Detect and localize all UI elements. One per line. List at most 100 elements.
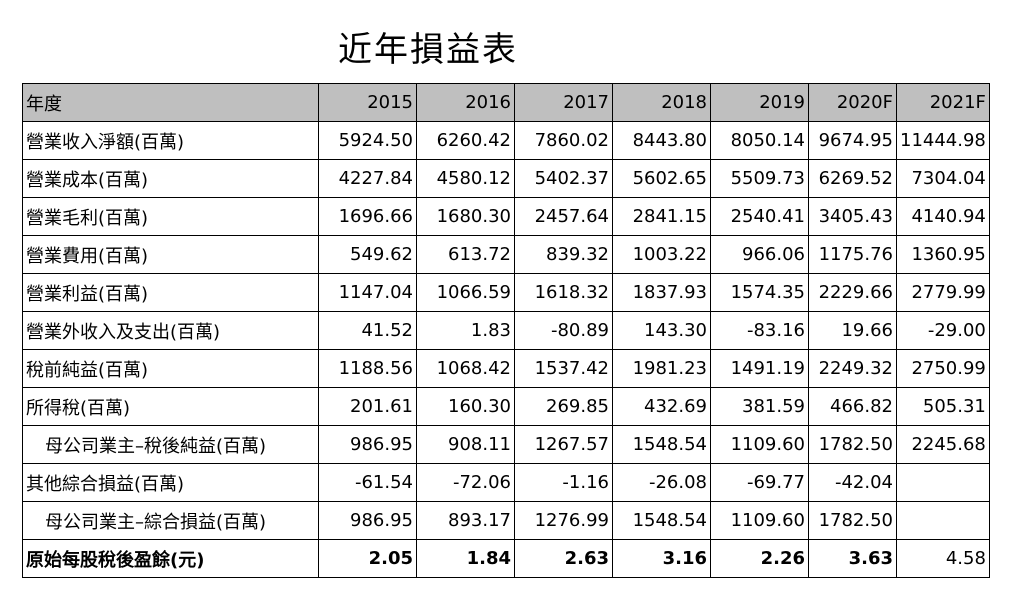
table-cell: -80.89 — [514, 311, 613, 350]
row-label: 營業毛利(百萬) — [22, 197, 319, 236]
table-cell: 269.85 — [514, 387, 613, 426]
table-row: 母公司業主–綜合損益(百萬) 986.95 893.17 1276.99 1548.54… — [22, 501, 990, 540]
table-cell: 1782.50 — [808, 501, 897, 540]
table-cell: 7860.02 — [514, 121, 613, 160]
table-cell: 5602.65 — [612, 159, 711, 198]
table-cell: 908.11 — [416, 425, 515, 464]
table-row: 母公司業主–稅後純益(百萬) 986.95 908.11 1267.57 1548.54… — [22, 425, 990, 464]
table-cell: 4140.94 — [896, 197, 990, 236]
table-cell: 966.06 — [710, 235, 809, 274]
row-label: 原始每股稅後盈餘(元) — [22, 539, 319, 578]
table-cell: 4.58 — [896, 539, 990, 578]
table-cell: 3.16 — [612, 539, 711, 578]
table-cell: 4580.12 — [416, 159, 515, 198]
row-label: 營業利益(百萬) — [22, 273, 319, 312]
year-header-2017: 2017 — [514, 83, 613, 122]
table-cell: 466.82 — [808, 387, 897, 426]
table-cell: 11444.98 — [896, 121, 990, 160]
row-label: 營業費用(百萬) — [22, 235, 319, 274]
table-cell: -42.04 — [808, 463, 897, 502]
row-label: 營業收入淨額(百萬) — [22, 121, 319, 160]
row-label: 母公司業主–稅後純益(百萬) — [22, 425, 319, 464]
table-cell: 2229.66 — [808, 273, 897, 312]
table-cell: 1491.19 — [710, 349, 809, 388]
table-cell: 893.17 — [416, 501, 515, 540]
table-cell: 2841.15 — [612, 197, 711, 236]
table-cell: 1267.57 — [514, 425, 613, 464]
table-cell: 2.63 — [514, 539, 613, 578]
table-cell: 2249.32 — [808, 349, 897, 388]
table-cell: 1574.35 — [710, 273, 809, 312]
table-cell: 1276.99 — [514, 501, 613, 540]
table-cell: -69.77 — [710, 463, 809, 502]
page-title: 近年損益表 — [338, 30, 518, 70]
table-cell: 2.05 — [318, 539, 417, 578]
table-cell: 4227.84 — [318, 159, 417, 198]
table-row: 稅前純益(百萬) 1188.56 1068.42 1537.42 1981.23 1491… — [22, 349, 990, 388]
table-cell — [896, 463, 990, 502]
table-cell: 2457.64 — [514, 197, 613, 236]
table-cell: 5402.37 — [514, 159, 613, 198]
table-cell: -1.16 — [514, 463, 613, 502]
table-cell: 1066.59 — [416, 273, 515, 312]
table-cell: 2750.99 — [896, 349, 990, 388]
table-cell: 2.26 — [710, 539, 809, 578]
table-cell: 381.59 — [710, 387, 809, 426]
table-row: 原始每股稅後盈餘(元) 2.05 1.84 2.63 3.16 2.26 3.63 4.58 — [22, 539, 990, 578]
row-label: 稅前純益(百萬) — [22, 349, 319, 388]
table-header-row: 年度 2015 2016 2017 2018 2019 2020F 2021F — [22, 83, 990, 122]
table-cell: 1188.56 — [318, 349, 417, 388]
year-header-2021f: 2021F — [896, 83, 990, 122]
table-cell: -26.08 — [612, 463, 711, 502]
table-cell: 1548.54 — [612, 501, 711, 540]
table-cell — [896, 501, 990, 540]
table-cell: 1109.60 — [710, 501, 809, 540]
table-cell: 1068.42 — [416, 349, 515, 388]
table-cell: 549.62 — [318, 235, 417, 274]
year-header-2018: 2018 — [612, 83, 711, 122]
table-row: 營業費用(百萬) 549.62 613.72 839.32 1003.22 966.06 1… — [22, 235, 990, 274]
table-cell: 9674.95 — [808, 121, 897, 160]
table-cell: 143.30 — [612, 311, 711, 350]
table-cell: 5509.73 — [710, 159, 809, 198]
table-cell: 8443.80 — [612, 121, 711, 160]
table-cell: -72.06 — [416, 463, 515, 502]
table-cell: 505.31 — [896, 387, 990, 426]
table-cell: -61.54 — [318, 463, 417, 502]
table-row: 營業利益(百萬) 1147.04 1066.59 1618.32 1837.93 1574… — [22, 273, 990, 312]
table-cell: 1.83 — [416, 311, 515, 350]
year-header-2015: 2015 — [318, 83, 417, 122]
table-cell: 1147.04 — [318, 273, 417, 312]
table-cell: 1109.60 — [710, 425, 809, 464]
table-row: 營業外收入及支出(百萬) 41.52 1.83 -80.89 143.30 -83.16 1… — [22, 311, 990, 350]
year-header-label: 年度 — [22, 83, 319, 122]
table-cell: -83.16 — [710, 311, 809, 350]
table-cell: 6269.52 — [808, 159, 897, 198]
table-cell: 7304.04 — [896, 159, 990, 198]
table-cell: 986.95 — [318, 501, 417, 540]
table-cell: 986.95 — [318, 425, 417, 464]
year-header-2020f: 2020F — [808, 83, 897, 122]
table-cell: 1.84 — [416, 539, 515, 578]
table-row: 所得稅(百萬) 201.61 160.30 269.85 432.69 381.59 466… — [22, 387, 990, 426]
table-row: 營業毛利(百萬) 1696.66 1680.30 2457.64 2841.15 2540… — [22, 197, 990, 236]
table-cell: 160.30 — [416, 387, 515, 426]
row-label: 母公司業主–綜合損益(百萬) — [22, 501, 319, 540]
table-cell: 3405.43 — [808, 197, 897, 236]
row-label: 所得稅(百萬) — [22, 387, 319, 426]
table-cell: 839.32 — [514, 235, 613, 274]
table-cell: 432.69 — [612, 387, 711, 426]
table-cell: 6260.42 — [416, 121, 515, 160]
table-cell: 2540.41 — [710, 197, 809, 236]
table-cell: 1548.54 — [612, 425, 711, 464]
table-cell: 19.66 — [808, 311, 897, 350]
table-cell: 1680.30 — [416, 197, 515, 236]
table-cell: 201.61 — [318, 387, 417, 426]
table-cell: 2245.68 — [896, 425, 990, 464]
table-cell: 5924.50 — [318, 121, 417, 160]
table-cell: 1175.76 — [808, 235, 897, 274]
table-cell: 1782.50 — [808, 425, 897, 464]
table-cell: 1360.95 — [896, 235, 990, 274]
table-cell: 613.72 — [416, 235, 515, 274]
year-header-2019: 2019 — [710, 83, 809, 122]
